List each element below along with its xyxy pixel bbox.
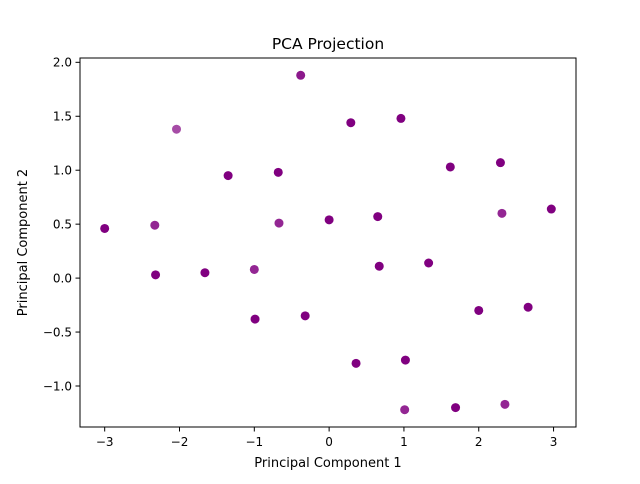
y-tick-label: 2.0 [53,56,72,70]
x-tick-label: −1 [245,435,263,449]
data-point [172,124,182,134]
data-point [374,261,384,271]
data-point [151,270,161,280]
data-point [546,204,556,214]
x-tick-label: −3 [96,435,114,449]
data-point [351,358,361,368]
data-point [200,268,210,278]
data-point [523,302,533,312]
data-point [451,403,461,413]
data-point [497,208,507,218]
x-tick-label: 2 [475,435,483,449]
data-point [495,158,505,168]
data-point [296,70,306,80]
data-point [274,218,284,228]
data-point [400,405,410,415]
y-tick-label: 0.0 [53,271,72,285]
y-axis-label: Principal Component 2 [16,169,31,316]
data-point [300,311,310,321]
x-axis-ticks: −3 −2 −1 0 1 2 3 [96,427,558,449]
plot-frame [79,57,577,428]
y-tick-label: −1.0 [43,379,72,393]
data-point [150,220,160,230]
data-point [223,171,233,181]
x-tick-label: 1 [400,435,408,449]
data-point [396,113,406,123]
x-tick-label: −2 [171,435,189,449]
y-tick-label: 1.5 [53,110,72,124]
data-point [424,258,434,268]
data-point [373,212,383,222]
data-point [346,118,356,128]
y-tick-label: 0.5 [53,217,72,231]
y-axis-ticks: −1.0 −0.5 0.0 0.5 1.0 1.5 2.0 [43,56,80,393]
x-tick-label: 0 [325,435,333,449]
data-point [100,223,110,233]
data-point [445,162,455,172]
data-point [474,305,484,315]
data-point [250,314,260,324]
data-point [400,355,410,365]
points-layer [100,70,556,415]
data-point [249,264,259,274]
data-point [324,215,334,225]
y-tick-label: 1.0 [53,164,72,178]
data-point [273,167,283,177]
chart-title: PCA Projection [272,35,384,53]
x-axis-label: Principal Component 1 [254,456,401,471]
x-tick-label: 3 [550,435,558,449]
data-point [500,399,510,409]
y-tick-label: −0.5 [43,325,72,339]
